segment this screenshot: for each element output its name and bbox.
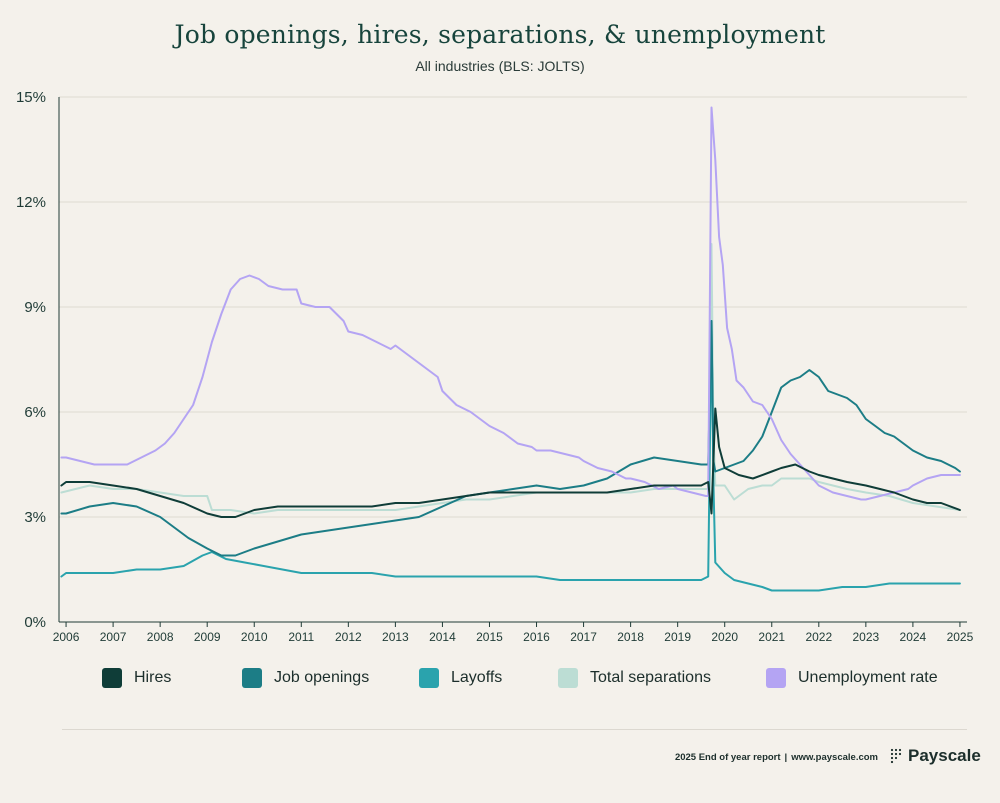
x-tick-label: 2007 [100,630,127,644]
series-line-layoffs [60,320,961,592]
series-layer [60,106,961,592]
y-tick-label: 9% [24,299,46,316]
legend-item-layoffs: Layoffs [419,668,502,688]
legend-swatch-unemployment-rate [766,668,786,688]
x-tick-label: 2009 [194,630,221,644]
legend-label-layoffs: Layoffs [451,669,503,686]
legend-label-total-separations: Total separations [590,669,711,686]
x-tick-label: 2024 [900,630,927,644]
x-tick-label: 2019 [664,630,691,644]
legend-label-unemployment-rate: Unemployment rate [798,669,938,686]
legend-item-hires: Hires [102,668,171,688]
y-tick-label: 3% [24,509,46,526]
footer-divider [62,729,967,730]
legend-item-job-openings: Job openings [242,668,369,688]
legend-item-unemployment-rate: Unemployment rate [766,668,938,688]
legend-label-job-openings: Job openings [274,669,370,686]
x-tick-label: 2011 [288,630,314,644]
x-tick-label: 2010 [241,630,268,644]
x-tick-label: 2025 [947,630,974,644]
series-line-hires [60,407,961,518]
y-tick-label: 15% [16,89,46,106]
legend-label-hires: Hires [134,669,172,686]
legend-item-total-separations: Total separations [558,668,711,688]
series-line-unemployment-rate [60,106,961,501]
payscale-brand: Payscale [890,746,981,766]
x-tick-label: 2013 [382,630,409,644]
x-tick-label: 2018 [617,630,644,644]
axis-layer: 0% 3% 6% 9% 12% 15% 2006 2007 2008 2009 2010 2011 20… [16,89,974,644]
x-tick-label: 2006 [53,630,80,644]
legend-swatch-total-separations [558,668,578,688]
legend-swatch-layoffs [419,668,439,688]
chart-subtitle: All industries (BLS: JOLTS) [415,58,585,74]
y-tick-label: 0% [24,614,46,631]
x-tick-label: 2014 [429,630,456,644]
series-line-total-separations [60,243,961,515]
footer-separator: | [784,752,788,763]
legend-swatch-hires [102,668,122,688]
x-tick-label: 2021 [758,630,785,644]
x-tick-label: 2016 [523,630,550,644]
payscale-dots-logo-icon [890,748,902,764]
x-tick-label: 2020 [711,630,738,644]
line-chart: 0% 3% 6% 9% 12% 15% 2006 2007 2008 2009 2010 2011 20… [16,89,974,644]
x-tick-label: 2008 [147,630,174,644]
y-tick-label: 12% [16,194,46,211]
y-tick-label: 6% [24,404,46,421]
footer-url[interactable]: www.payscale.com [791,752,878,763]
x-tick-label: 2017 [570,630,597,644]
footer-report-label: 2025 End of year report [674,752,781,763]
chart-title: Job openings, hires, separations, & unem… [174,20,826,49]
series-line-job-openings [60,320,961,557]
x-tick-label: 2022 [805,630,832,644]
x-tick-label: 2012 [335,630,362,644]
legend: Hires Job openings Layoffs Total separat… [0,668,1000,696]
brand-name: Payscale [908,746,981,765]
grid-layer [59,96,967,518]
x-tick-label: 2015 [476,630,503,644]
legend-swatch-job-openings [242,668,262,688]
footer-report-text: 2025 End of year report | www.payscale.com [675,752,878,763]
x-tick-label: 2023 [852,630,879,644]
